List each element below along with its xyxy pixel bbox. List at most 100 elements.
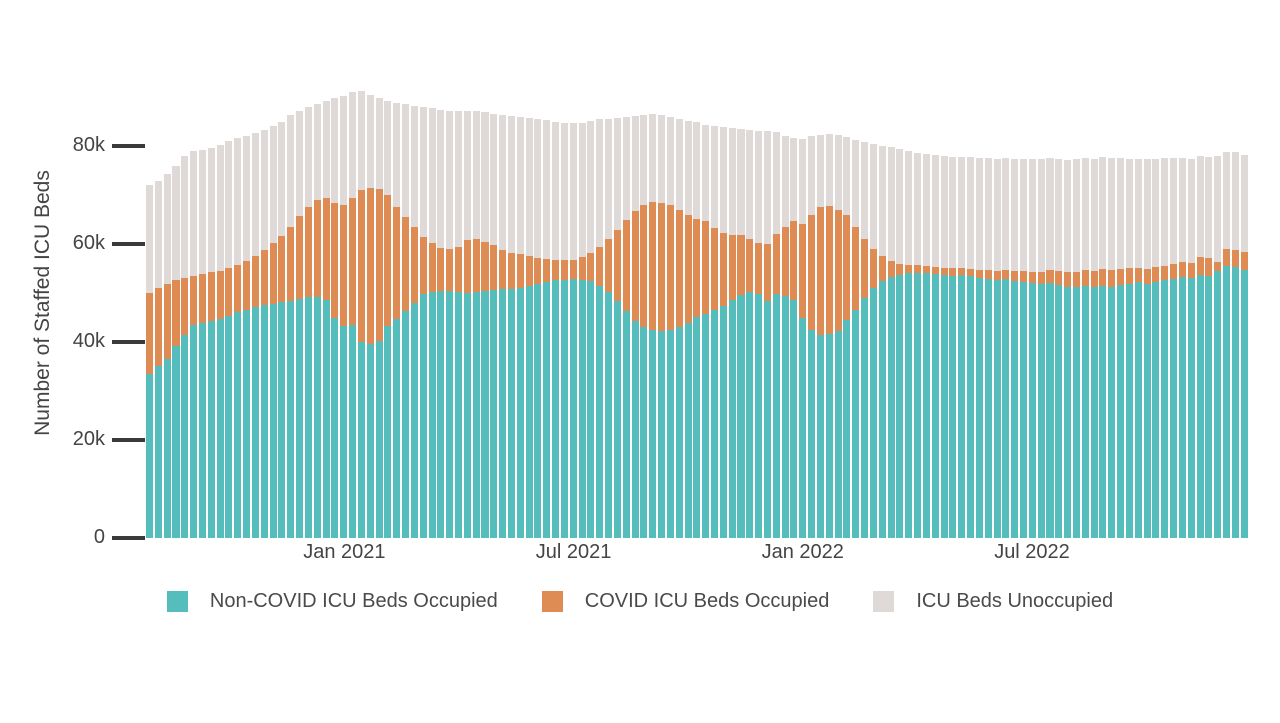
bar-week-2021-12-17[interactable]: [781, 63, 789, 538]
bar-week-2021-09-17[interactable]: [666, 63, 674, 538]
bar-week-2021-12-31[interactable]: [799, 63, 807, 538]
bar-week-2022-04-29[interactable]: [949, 63, 957, 538]
bar-week-2021-10-29[interactable]: [719, 63, 727, 538]
bar-week-2022-05-20[interactable]: [975, 63, 983, 538]
bar-week-2021-03-12[interactable]: [428, 63, 436, 538]
bar-week-2020-10-23[interactable]: [251, 63, 259, 538]
bar-week-2021-01-15[interactable]: [357, 63, 365, 538]
bar-week-2022-08-12[interactable]: [1081, 63, 1089, 538]
bar-week-2021-08-13[interactable]: [622, 63, 630, 538]
bar-week-2022-06-17[interactable]: [1011, 63, 1019, 538]
bar-week-2020-11-13[interactable]: [278, 63, 286, 538]
bar-week-2021-05-14[interactable]: [507, 63, 515, 538]
bar-week-2022-11-11[interactable]: [1196, 63, 1204, 538]
bar-week-2021-06-18[interactable]: [552, 63, 560, 538]
bar-week-2021-10-01[interactable]: [684, 63, 692, 538]
bar-week-2022-03-25[interactable]: [905, 63, 913, 538]
bar-week-2020-11-20[interactable]: [287, 63, 295, 538]
bar-week-2022-02-25[interactable]: [869, 63, 877, 538]
bar-week-2022-02-18[interactable]: [861, 63, 869, 538]
bar-week-2022-09-23[interactable]: [1134, 63, 1142, 538]
bar-week-2021-01-22[interactable]: [366, 63, 374, 538]
bar-week-2022-03-04[interactable]: [878, 63, 886, 538]
legend-item-covid[interactable]: COVID ICU Beds Occupied: [541, 590, 829, 613]
bar-week-2021-01-29[interactable]: [375, 63, 383, 538]
bar-week-2021-09-24[interactable]: [675, 63, 683, 538]
bar-week-2022-10-21[interactable]: [1170, 63, 1178, 538]
bar-week-2020-11-27[interactable]: [296, 63, 304, 538]
bar-week-2021-12-24[interactable]: [790, 63, 798, 538]
bar-week-2020-08-07[interactable]: [154, 63, 162, 538]
bar-week-2022-07-01[interactable]: [1028, 63, 1036, 538]
bar-week-2022-10-07[interactable]: [1152, 63, 1160, 538]
bar-week-2022-11-25[interactable]: [1214, 63, 1222, 538]
bar-week-2021-07-30[interactable]: [605, 63, 613, 538]
bar-week-2021-07-23[interactable]: [596, 63, 604, 538]
bar-week-2021-11-19[interactable]: [746, 63, 754, 538]
bar-week-2021-11-26[interactable]: [755, 63, 763, 538]
bar-week-2021-08-27[interactable]: [640, 63, 648, 538]
bar-week-2021-04-09[interactable]: [463, 63, 471, 538]
bar-week-2022-01-21[interactable]: [825, 63, 833, 538]
bar-week-2021-12-03[interactable]: [763, 63, 771, 538]
bar-week-2020-10-09[interactable]: [234, 63, 242, 538]
bar-week-2022-01-07[interactable]: [808, 63, 816, 538]
bar-week-2022-01-14[interactable]: [816, 63, 824, 538]
bar-week-2020-09-25[interactable]: [216, 63, 224, 538]
bar-week-2021-02-26[interactable]: [410, 63, 418, 538]
bar-week-2021-05-28[interactable]: [525, 63, 533, 538]
bar-week-2020-08-21[interactable]: [172, 63, 180, 538]
bar-week-2022-09-09[interactable]: [1117, 63, 1125, 538]
bar-week-2020-10-30[interactable]: [260, 63, 268, 538]
bar-week-2021-01-01[interactable]: [340, 63, 348, 538]
bar-week-2022-03-11[interactable]: [887, 63, 895, 538]
bar-week-2020-08-28[interactable]: [181, 63, 189, 538]
bar-week-2021-04-30[interactable]: [490, 63, 498, 538]
bar-week-2020-09-04[interactable]: [190, 63, 198, 538]
bar-week-2021-04-23[interactable]: [481, 63, 489, 538]
bar-week-2020-12-04[interactable]: [304, 63, 312, 538]
bar-week-2020-12-25[interactable]: [331, 63, 339, 538]
bar-week-2021-04-02[interactable]: [454, 63, 463, 538]
bar-week-2021-05-21[interactable]: [516, 63, 524, 538]
bar-week-2022-02-11[interactable]: [852, 63, 860, 538]
bar-week-2022-08-19[interactable]: [1090, 63, 1098, 538]
bar-week-2022-03-18[interactable]: [896, 63, 904, 538]
bar-week-2022-04-15[interactable]: [931, 63, 939, 538]
bar-week-2022-05-13[interactable]: [967, 63, 975, 538]
bar-week-2021-06-04[interactable]: [534, 63, 542, 538]
bar-week-2022-07-15[interactable]: [1046, 63, 1054, 538]
bar-week-2022-10-14[interactable]: [1161, 63, 1169, 538]
bar-week-2022-12-16[interactable]: [1240, 63, 1248, 538]
bar-week-2021-12-10[interactable]: [772, 63, 780, 538]
bar-week-2022-09-02[interactable]: [1108, 63, 1116, 538]
bar-week-2021-03-19[interactable]: [437, 63, 445, 538]
bar-week-2021-02-12[interactable]: [393, 63, 401, 538]
bar-week-2022-05-27[interactable]: [984, 63, 992, 538]
bar-week-2022-12-09[interactable]: [1231, 63, 1239, 538]
bar-week-2021-09-10[interactable]: [658, 63, 666, 538]
bar-week-2021-11-12[interactable]: [737, 63, 745, 538]
bar-week-2022-10-28[interactable]: [1178, 63, 1186, 538]
bar-week-2021-08-06[interactable]: [613, 63, 621, 538]
bar-week-2022-06-10[interactable]: [1002, 63, 1010, 538]
legend-item-unoccupied[interactable]: ICU Beds Unoccupied: [873, 590, 1113, 613]
bar-week-2020-09-11[interactable]: [198, 63, 206, 538]
bar-week-2021-10-15[interactable]: [702, 63, 710, 538]
bar-week-2021-06-11[interactable]: [543, 63, 551, 538]
bar-week-2020-12-11[interactable]: [313, 63, 321, 538]
bar-week-2021-04-16[interactable]: [472, 63, 480, 538]
bar-week-2020-08-14[interactable]: [163, 63, 171, 538]
bar-week-2021-08-20[interactable]: [631, 63, 639, 538]
bar-week-2022-08-05[interactable]: [1072, 63, 1080, 538]
bar-week-2021-03-05[interactable]: [419, 63, 427, 538]
bar-week-2021-02-05[interactable]: [384, 63, 392, 538]
bar-week-2022-04-08[interactable]: [922, 63, 930, 538]
bar-week-2022-01-28[interactable]: [834, 63, 842, 538]
bar-week-2020-11-06[interactable]: [269, 63, 277, 538]
bar-week-2022-07-29[interactable]: [1064, 63, 1072, 538]
bar-week-2022-05-06[interactable]: [958, 63, 966, 538]
bar-week-2022-12-02[interactable]: [1223, 63, 1231, 538]
bar-week-2022-04-01[interactable]: [914, 63, 922, 538]
bar-week-2021-07-02[interactable]: [569, 63, 577, 538]
